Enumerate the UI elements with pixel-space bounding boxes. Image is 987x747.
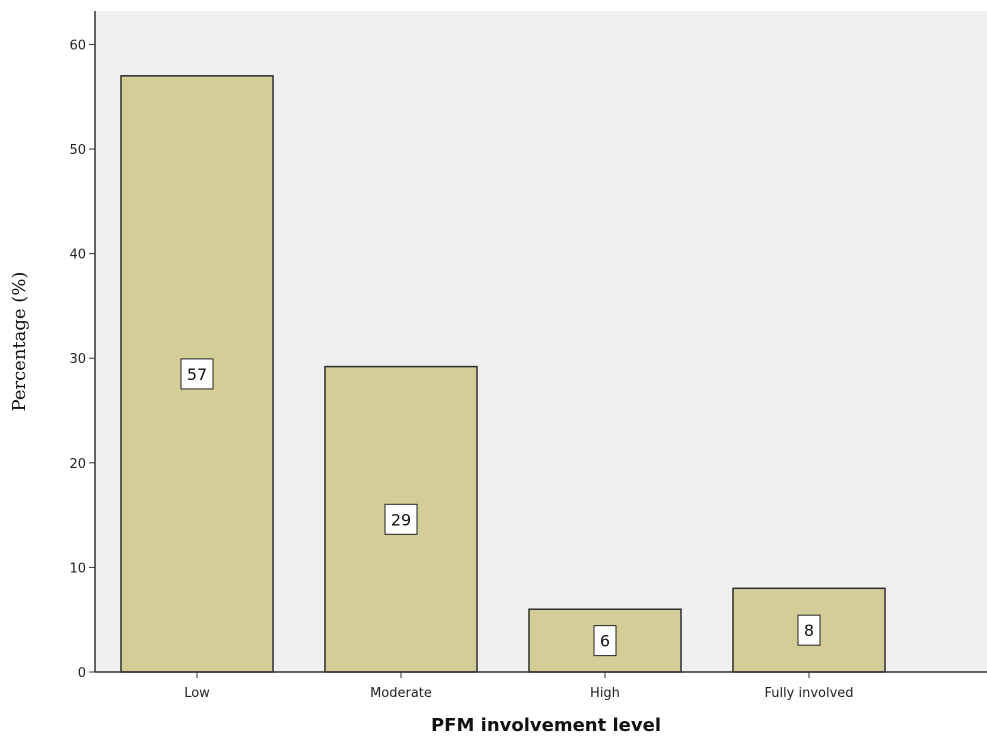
data-label: 6: [600, 632, 610, 651]
data-label-box: [180, 358, 214, 390]
y-tick-label: 0: [78, 666, 86, 681]
data-label: 29: [391, 510, 411, 529]
y-tick-label: 40: [69, 248, 86, 263]
x-axis-ticks: Low Moderate High Fully involved: [184, 672, 854, 701]
x-tick-label: High: [590, 686, 620, 701]
y-tick-label: 10: [69, 561, 86, 576]
x-tick-label: Low: [184, 686, 210, 701]
y-tick-label: 30: [69, 352, 86, 367]
data-label-box: [384, 503, 418, 535]
x-tick-label: Fully involved: [764, 686, 853, 701]
data-label-box: [593, 625, 617, 657]
y-axis-title: Percentage (%): [9, 272, 30, 412]
x-tick-label: Moderate: [370, 686, 432, 701]
y-tick-label: 60: [69, 38, 86, 53]
data-label-box: [797, 614, 821, 646]
y-tick-label: 20: [69, 457, 86, 472]
bars: 57 29 6 8: [120, 75, 886, 673]
y-tick-label: 50: [69, 143, 86, 158]
data-label: 8: [804, 621, 814, 640]
x-axis-title: PFM involvement level: [431, 715, 661, 736]
data-label: 57: [187, 365, 207, 384]
y-axis-ticks: 0 10 20 30 40 50 60: [69, 38, 95, 681]
